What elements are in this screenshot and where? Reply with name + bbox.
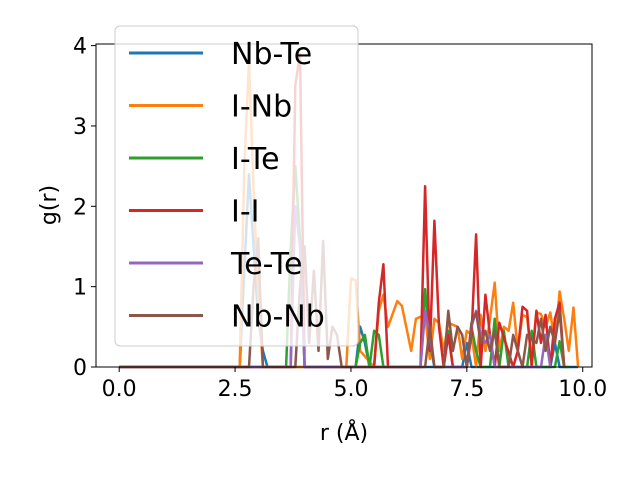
legend-label: Nb-Te	[231, 37, 312, 72]
legend-label: I-I	[231, 195, 260, 230]
y-tick-label: 3	[73, 115, 87, 140]
y-tick-label: 2	[73, 195, 87, 220]
legend-box	[114, 25, 359, 347]
y-axis-ticks: 0 1 2 3 4	[73, 35, 96, 381]
y-tick-label: 0	[73, 356, 87, 381]
y-tick-label: 4	[73, 35, 87, 60]
x-tick-label: 5.0	[333, 377, 368, 402]
legend-label: I-Te	[231, 142, 280, 177]
x-tick-label: 10.0	[558, 377, 607, 402]
x-tick-label: 0.0	[102, 377, 137, 402]
x-tick-label: 7.5	[449, 377, 484, 402]
legend-label: Nb-Nb	[231, 300, 325, 335]
x-axis-label: r (Å)	[320, 419, 368, 446]
y-tick-label: 1	[73, 276, 87, 301]
y-axis-label: g(r)	[37, 185, 62, 225]
legend-label: Te-Te	[230, 247, 302, 282]
legend-label: I-Nb	[231, 90, 292, 125]
x-axis-ticks: 0.0 2.5 5.0 7.5 10.0	[102, 367, 607, 402]
legend: Nb-Te I-Nb I-Te I-I Te-Te Nb-Nb	[114, 25, 359, 347]
x-tick-label: 2.5	[218, 377, 253, 402]
